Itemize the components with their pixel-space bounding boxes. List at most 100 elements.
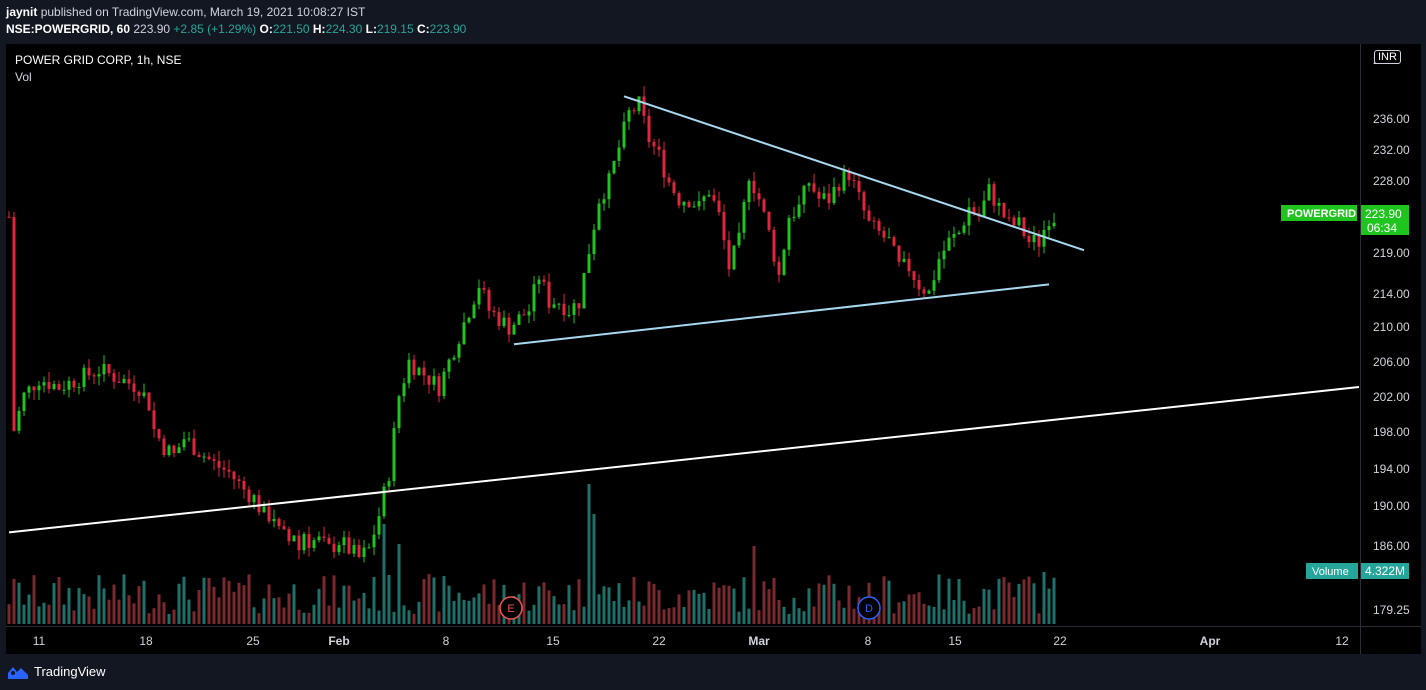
candle-body <box>402 383 406 397</box>
earnings-marker[interactable]: E <box>499 596 523 620</box>
volume-bar <box>327 605 331 624</box>
candle-body <box>437 376 441 397</box>
candle-body <box>347 537 351 554</box>
candle-body <box>362 547 366 557</box>
volume-bar <box>402 605 406 624</box>
volume-bar <box>207 578 211 624</box>
volume-bar <box>322 576 326 624</box>
price-tag-bg <box>1361 205 1409 235</box>
volume-bar <box>717 587 721 624</box>
candle-body <box>777 261 781 275</box>
trendlines[interactable] <box>8 95 1360 534</box>
candle-body <box>472 304 476 318</box>
candle-body <box>62 389 66 391</box>
volume-label: Volume <box>1306 563 1358 579</box>
candle-body <box>607 173 611 200</box>
volume-bar <box>317 588 321 624</box>
volume-tag-bg <box>1361 563 1409 579</box>
candle-body <box>982 200 986 217</box>
volume-bar <box>622 606 626 624</box>
series-title[interactable]: POWER GRID CORP, 1h, NSE <box>15 53 182 67</box>
axis-corner <box>1360 626 1421 655</box>
symbol-label: POWERGRID <box>1281 205 1357 221</box>
candle-body <box>682 201 686 206</box>
volume-bar <box>107 599 111 624</box>
candle-body <box>642 96 646 116</box>
candle-body <box>187 438 191 440</box>
volume-bar <box>887 580 891 624</box>
volume-bar <box>1027 576 1031 624</box>
volume-bar <box>57 576 61 624</box>
volume-bar <box>427 574 431 624</box>
candle-body <box>587 254 591 273</box>
volume-bar <box>847 585 851 624</box>
volume-bar <box>32 575 36 624</box>
long-term-support-line[interactable] <box>8 386 1360 534</box>
time-axis: 11 18 25 Feb 8 15 22 Mar 8 15 22 Apr 12 <box>33 634 1349 648</box>
price-tick: 210.00 <box>1373 320 1410 334</box>
candle-body <box>7 216 11 218</box>
volume-bar <box>682 606 686 624</box>
candle-body <box>767 211 771 230</box>
volume-bar <box>612 600 616 624</box>
volume-bar <box>432 577 436 624</box>
volume-bar <box>1047 588 1051 624</box>
volume-bar <box>187 599 191 624</box>
candle-body <box>107 364 111 374</box>
volume-bar <box>602 586 606 624</box>
volume-bar <box>197 589 201 624</box>
volume-bar <box>97 575 101 624</box>
candle-body <box>947 237 951 251</box>
candle-body <box>157 429 161 439</box>
candle-body <box>652 141 656 147</box>
candle-body <box>582 272 586 309</box>
candle-body <box>392 428 396 481</box>
tradingview-brand[interactable]: TradingView <box>8 664 106 679</box>
candle-body <box>957 232 961 234</box>
candle-body <box>762 199 766 212</box>
candle-body <box>77 386 81 388</box>
volume-bar <box>742 577 746 624</box>
candle-body <box>667 177 671 183</box>
volume-bar <box>882 576 886 624</box>
candle-body <box>427 375 431 385</box>
chart-pane[interactable]: E D POWERGRID Volume <box>6 44 1360 626</box>
volume-legend[interactable]: Vol <box>15 70 32 84</box>
candle-body <box>22 392 26 411</box>
ascending-support-line[interactable] <box>513 283 1050 346</box>
price-tick: 194.00 <box>1373 462 1410 476</box>
price-scale[interactable]: 2236.00232.00228.00219.00214.00210.00206… <box>1360 44 1421 626</box>
candle-body <box>47 382 51 389</box>
dividend-marker[interactable]: D <box>857 596 881 620</box>
volume-bar <box>27 594 31 624</box>
candle-body <box>907 258 911 272</box>
publish-line: jaynit published on TradingView.com, Mar… <box>6 5 365 19</box>
volume-bar <box>952 600 956 624</box>
currency-button[interactable]: INR <box>1374 50 1401 64</box>
volume-bar <box>902 601 906 624</box>
candle-body <box>297 535 301 551</box>
volume-bar <box>377 610 381 624</box>
candle-body <box>372 534 376 548</box>
candle-body <box>82 367 86 387</box>
volume-bar <box>172 609 176 624</box>
volume-bar <box>752 546 756 624</box>
candle-body <box>1037 235 1041 247</box>
volume-bar <box>722 585 726 624</box>
time-scale[interactable]: 11 18 25 Feb 8 15 22 Mar 8 15 22 Apr 12 <box>6 626 1360 655</box>
volume-bar <box>272 598 276 624</box>
close-label: C: <box>416 22 430 36</box>
candle-body <box>632 110 636 112</box>
descending-resistance-line[interactable] <box>623 95 1085 252</box>
candlestick-chart[interactable]: E D POWERGRID Volume <box>6 44 1360 626</box>
author-name[interactable]: jaynit <box>6 5 38 19</box>
candle-body <box>452 357 456 360</box>
candle-body <box>597 203 601 230</box>
candle-body <box>247 489 251 503</box>
volume-bar <box>697 593 701 624</box>
candle-body <box>647 115 651 142</box>
volume-bar <box>592 514 596 624</box>
candle-body <box>577 303 581 309</box>
volume-bar <box>947 578 951 624</box>
volume-bar <box>1042 572 1046 624</box>
